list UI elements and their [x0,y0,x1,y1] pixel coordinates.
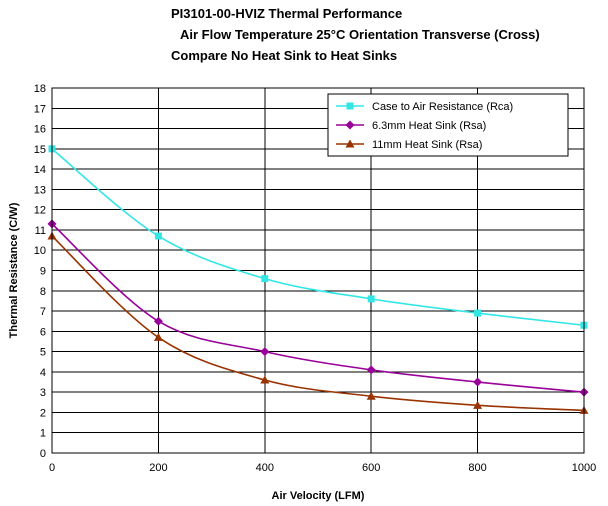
y-tick-label: 12 [34,205,46,217]
x-tick-label: 400 [256,462,274,474]
x-tick-label: 1000 [572,462,596,474]
y-tick-label: 2 [40,407,46,419]
legend-box [327,93,569,157]
data-point [473,400,483,409]
y-tick-label: 3 [40,387,46,399]
chart-title-line-2: Air Flow Temperature 25°C Orientation Tr… [180,27,540,42]
data-point [367,295,375,303]
data-point [261,275,269,283]
data-point [473,377,483,387]
y-tick-label: 6 [40,326,46,338]
y-tick-label: 0 [40,448,46,460]
data-point [153,316,163,326]
legend-item: 6.3mm Heat Sink (Rsa) [336,120,486,132]
y-tick-label: 9 [40,266,46,278]
series-line [51,148,585,327]
y-tick-label: 8 [40,286,46,298]
x-tick-label: 200 [149,462,167,474]
y-tick-label: 5 [40,347,46,359]
legend-label: Case to Air Resistance (Rca) [372,101,513,113]
data-point [366,391,376,400]
x-tick-label: 0 [49,462,55,474]
chart-title-line-1: PI3101-00-HVIZ Thermal Performance [171,6,403,21]
y-tick-label: 13 [34,184,46,196]
x-tick-label: 800 [468,462,486,474]
legend-swatch-marker [345,120,355,130]
y-tick-label: 11 [35,225,46,237]
y-tick-label: 14 [34,164,46,176]
series-line [51,223,585,393]
y-tick-label: 10 [34,245,46,257]
data-point [474,309,482,317]
data-point [153,332,163,341]
series-1 [48,145,588,329]
series-2 [47,219,589,397]
data-point [366,365,376,375]
legend-swatch-marker [346,102,354,110]
y-tick-label: 15 [34,144,46,156]
chart-title-line-3: Compare No Heat Sink to Heat Sinks [171,48,398,63]
plot-frame [51,87,585,454]
y-tick-label: 4 [40,367,46,379]
legend: Case to Air Resistance (Rca) 6.3mm Heat S… [327,93,569,157]
y-tick-label: 16 [34,124,46,136]
y-tick-label: 18 [34,83,46,95]
series-3 [47,231,589,414]
data-point [260,375,270,384]
legend-label: 6.3mm Heat Sink (Rsa) [372,120,486,132]
x-tick-label: 600 [362,462,380,474]
legend-swatch-marker [345,139,355,148]
data-point [154,232,162,240]
legend-item: 11mm Heat Sink (Rsa) [336,139,482,151]
y-tick-label: 1 [40,428,46,440]
y-tick-label: 17 [34,103,46,115]
series-layer [47,145,589,414]
x-axis-label: Air Velocity (LFM) [272,490,365,502]
y-axis-label: Thermal Resistance (C/W) [8,202,20,338]
legend-item: Case to Air Resistance (Rca) [336,101,513,113]
data-point [260,347,270,357]
y-tick-label: 7 [40,306,46,318]
legend-label: 11mm Heat Sink (Rsa) [372,139,482,151]
series-line [51,235,585,412]
